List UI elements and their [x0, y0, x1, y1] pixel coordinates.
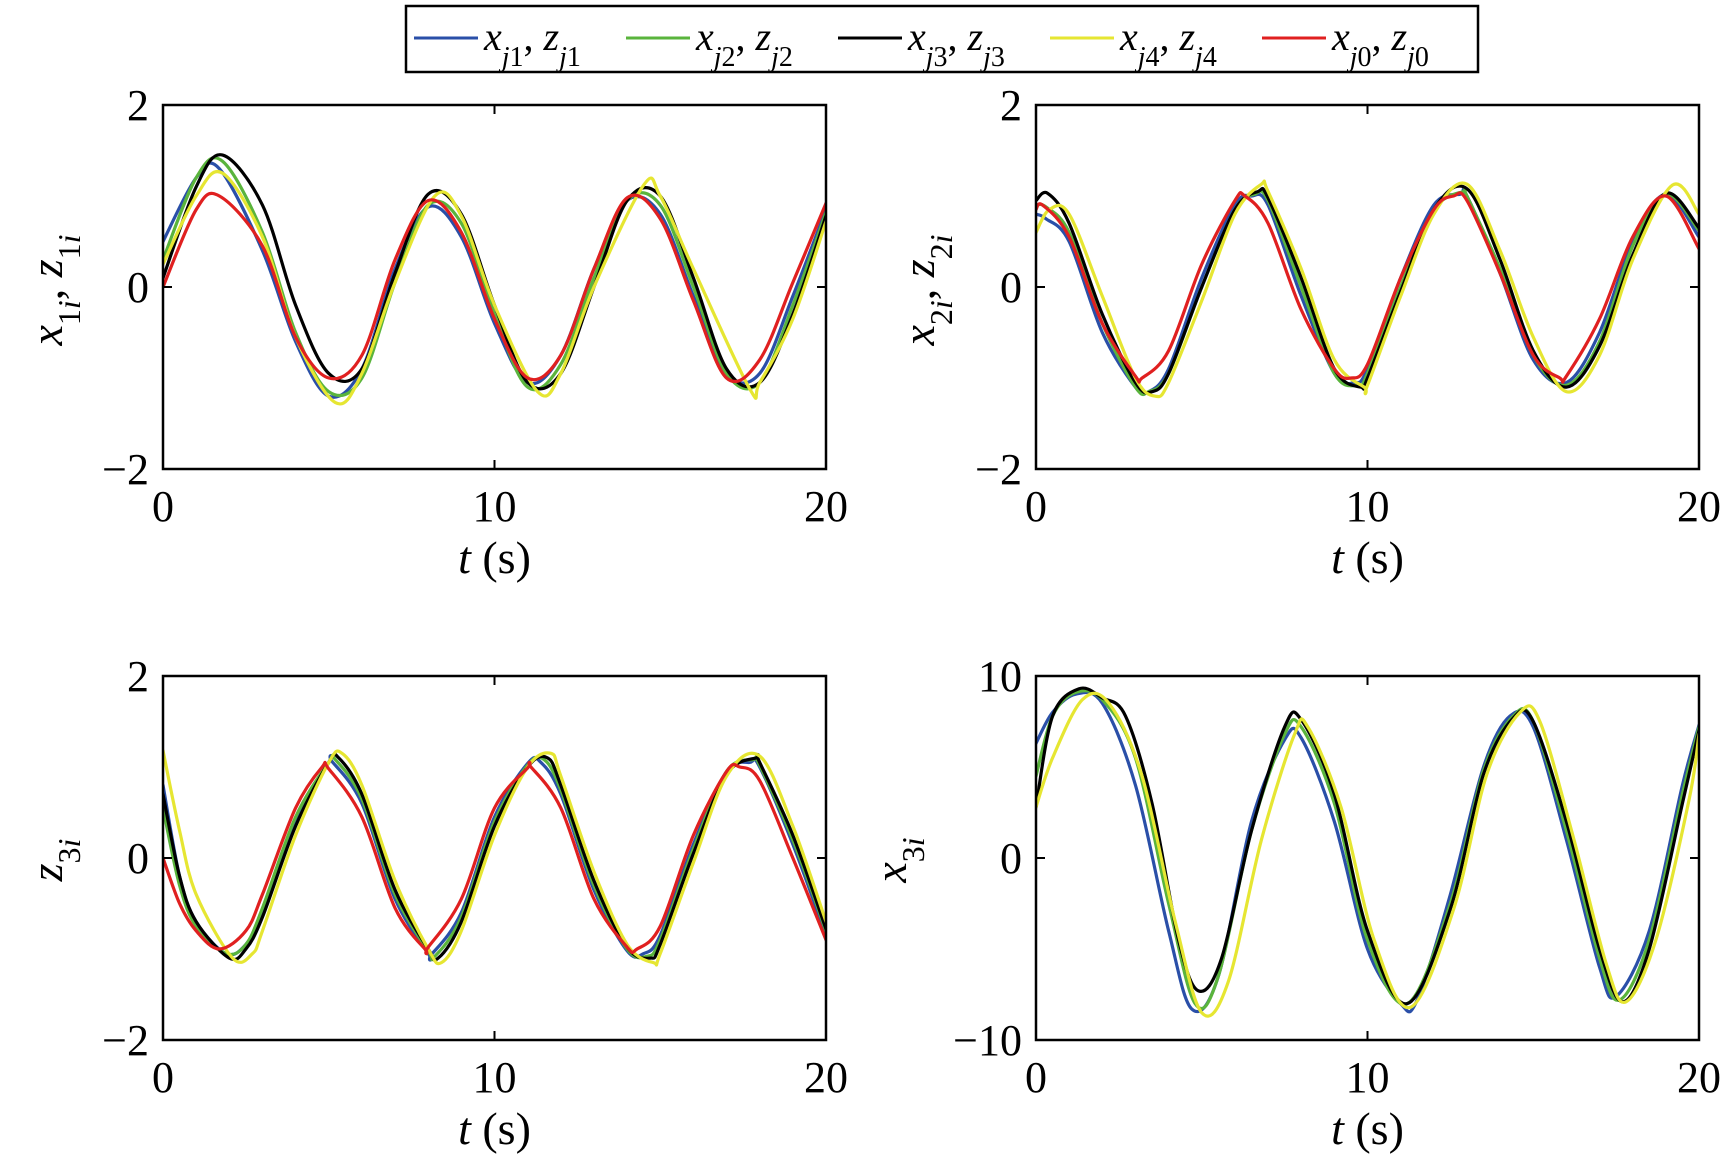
series-line-1	[1036, 690, 1699, 1014]
x-axis-label: t (s)	[458, 532, 531, 583]
y-tick-label: 2	[1000, 81, 1022, 130]
x-axis-label: t (s)	[1331, 1103, 1404, 1154]
x-tick-label: 0	[1025, 1053, 1047, 1102]
ylabel-x2i-z2i: x2i, z2i	[893, 234, 959, 346]
y-tick-label: 2	[127, 652, 149, 701]
legend-item-1: xj1, zj1	[414, 14, 581, 73]
x-tick-label: 10	[1346, 1053, 1390, 1102]
series-line-2	[163, 156, 826, 398]
legend-label: xj2, zj2	[695, 14, 793, 73]
series-line-2	[1036, 186, 1699, 397]
y-tick-label: −2	[102, 445, 149, 494]
x-tick-label: 10	[1346, 482, 1390, 531]
series-line-5	[163, 760, 826, 956]
y-tick-label: 0	[127, 834, 149, 883]
axes-box	[161, 103, 828, 471]
legend-label: xj3, zj3	[907, 14, 1005, 73]
legend-item-5: xj0, zj0	[1262, 14, 1429, 73]
series-line-3	[1036, 686, 1699, 1006]
y-tick-label: 0	[1000, 263, 1022, 312]
x-tick-label: 0	[1025, 482, 1047, 531]
ylabel-x1i-z1i: x1i, z1i	[21, 234, 87, 346]
y-tick-label: 10	[978, 652, 1022, 701]
legend-item-3: xj3, zj3	[838, 14, 1005, 73]
y-tick-label: −10	[953, 1016, 1022, 1065]
x-tick-label: 10	[473, 1053, 517, 1102]
legend: xj1, zj1 xj2, zj2 xj3, zj3 xj4, zj4 xj0, zj0	[404, 4, 1480, 74]
series-line-5	[163, 191, 826, 384]
series-group	[1036, 686, 1699, 1018]
series-line-4	[1036, 691, 1699, 1018]
legend-label: xj4, zj4	[1119, 14, 1217, 73]
x-tick-label: 20	[804, 1053, 848, 1102]
x-tick-label: 0	[152, 482, 174, 531]
series-line-2	[1036, 689, 1699, 1011]
x-tick-label: 20	[1677, 1053, 1721, 1102]
x-tick-label: 10	[473, 482, 517, 531]
legend-label: xj1, zj1	[483, 14, 581, 73]
series-line-3	[163, 752, 826, 962]
y-tick-label: 0	[127, 263, 149, 312]
series-group	[1036, 179, 1699, 399]
legend-item-4: xj4, zj4	[1050, 14, 1217, 73]
series-line-1	[163, 161, 826, 399]
ylabel-x3i: x3i	[865, 837, 931, 883]
series-line-3	[163, 153, 826, 391]
legend-label: xj0, zj0	[1331, 14, 1429, 73]
series-line-5	[1036, 190, 1699, 384]
axes-box	[161, 674, 828, 1042]
legend-item-2: xj2, zj2	[626, 14, 793, 73]
series-group	[163, 749, 826, 967]
y-tick-label: −2	[102, 1016, 149, 1065]
ylabel-z3i: z3i	[21, 839, 87, 883]
x-tick-label: 0	[152, 1053, 174, 1102]
y-tick-label: 2	[127, 81, 149, 130]
y-tick-label: 0	[1000, 834, 1022, 883]
series-line-4	[163, 749, 826, 967]
x-tick-label: 20	[1677, 482, 1721, 531]
x-tick-label: 20	[804, 482, 848, 531]
axes-box	[1034, 674, 1701, 1042]
series-group	[163, 153, 826, 406]
axes-box	[1034, 103, 1701, 471]
x-axis-label: t (s)	[1331, 532, 1404, 583]
y-tick-label: −2	[975, 445, 1022, 494]
x-axis-label: t (s)	[458, 1103, 531, 1154]
